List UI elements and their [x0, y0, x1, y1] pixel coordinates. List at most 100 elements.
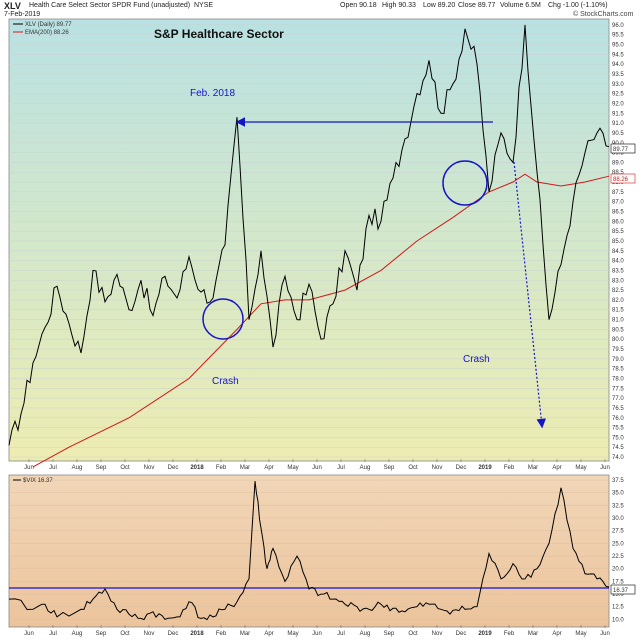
vix-panel-background: [8, 474, 610, 628]
month-label: May: [287, 465, 298, 471]
month-label: Apr: [264, 631, 273, 637]
price-tick-label: 93.5: [612, 72, 624, 78]
month-label: Jun: [24, 465, 34, 471]
header-fund-name: Health Care Select Sector SPDR Fund (una…: [29, 2, 191, 9]
month-label: Jun: [600, 465, 610, 471]
price-tick-label: 89.0: [612, 160, 624, 166]
price-tick-label: 92.0: [612, 101, 624, 107]
month-label: Feb: [504, 465, 515, 471]
month-label: Aug: [360, 631, 371, 637]
vix-legend: $VIX 16.37: [13, 478, 53, 484]
header-low: Low 89.20: [423, 2, 456, 9]
header-exchange: NYSE: [194, 2, 214, 9]
chart-title: S&P Healthcare Sector: [154, 27, 284, 41]
price-tick-label: 75.0: [612, 435, 624, 441]
vix-tick-label: 20.0: [612, 567, 624, 573]
annotation-crash-2018: Crash: [212, 376, 239, 387]
vix-gridlines: [9, 479, 609, 620]
month-label: Nov: [144, 631, 155, 637]
legend-xlv: XLV (Daily) 89.77: [25, 22, 72, 28]
annotation-feb-2018: Feb. 2018: [190, 88, 235, 99]
month-label: May: [287, 631, 298, 637]
month-label: May: [575, 631, 586, 637]
month-label: Dec: [456, 465, 467, 471]
month-label: 2018: [190, 631, 204, 637]
month-label: Oct: [120, 465, 130, 471]
ema-200-line: [32, 173, 610, 468]
price-tick-label: 89.5: [612, 151, 624, 157]
month-label: Oct: [408, 631, 418, 637]
price-tick-label: 92.5: [612, 92, 624, 98]
price-tick-label: 95.0: [612, 43, 624, 49]
price-tick-label: 84.0: [612, 259, 624, 265]
badge-ema: 88.26: [613, 177, 629, 183]
month-label: Sep: [384, 631, 395, 637]
month-label: Oct: [120, 631, 130, 637]
vix-axis: 10.0 12.5 15.0 17.5 20.0 22.5 25.0 27.5 30.0 32.5…: [612, 478, 624, 623]
month-label: Aug: [72, 631, 83, 637]
price-tick-label: 76.0: [612, 416, 624, 422]
header-ticker: XLV: [4, 1, 21, 11]
badge-vix: 16.37: [613, 588, 629, 594]
price-tick-label: 76.5: [612, 406, 624, 412]
vix-tick-label: 30.0: [612, 516, 624, 522]
legend-vix: $VIX 16.37: [23, 478, 53, 484]
month-label: Mar: [240, 465, 250, 471]
xlv-price-line: [8, 24, 610, 446]
price-tick-label: 81.0: [612, 318, 624, 324]
price-tick-label: 94.5: [612, 52, 624, 58]
vix-tick-label: 35.0: [612, 491, 624, 497]
month-label: May: [575, 465, 586, 471]
month-label: Jul: [337, 465, 345, 471]
price-tick-label: 88.5: [612, 170, 624, 176]
vix-last-badge: 16.37: [610, 584, 636, 595]
month-label: Sep: [384, 465, 395, 471]
price-tick-label: 79.5: [612, 347, 624, 353]
price-tick-label: 80.0: [612, 337, 624, 343]
price-tick-label: 86.5: [612, 210, 624, 216]
header-date: 7-Feb-2019: [4, 11, 41, 18]
month-label: Aug: [360, 465, 371, 471]
header-close: Close 89.77: [458, 2, 496, 9]
month-label: Mar: [528, 465, 538, 471]
price-tick-label: 74.5: [612, 445, 624, 451]
month-label: Feb: [216, 631, 227, 637]
price-tick-label: 80.5: [612, 327, 624, 333]
price-tick-label: 74.0: [612, 455, 624, 461]
price-tick-label: 87.0: [612, 200, 624, 206]
price-tick-label: 81.5: [612, 308, 624, 314]
crash-circle-2018: [202, 298, 244, 340]
price-tick-label: 94.0: [612, 62, 624, 68]
month-label: Jun: [24, 631, 34, 637]
header-change: Chg -1.00 (-1.10%): [548, 2, 608, 9]
vix-tick-label: 37.5: [612, 478, 624, 484]
month-label: Dec: [168, 631, 179, 637]
badge-xlv: 89.77: [613, 147, 629, 153]
month-label: Nov: [432, 631, 443, 637]
vix-tick-label: 27.5: [612, 529, 624, 535]
month-label: 2018: [190, 465, 204, 471]
price-month-axis: Jun Jul Aug Sep Oct Nov Dec 2018 Feb Mar Apr May Jun…: [24, 459, 610, 471]
month-label: Nov: [432, 465, 443, 471]
vix-tick-label: 10.0: [612, 617, 624, 623]
vix-line: [8, 481, 610, 621]
price-tick-label: 77.0: [612, 396, 624, 402]
legend-ema: EMA(200) 88.26: [25, 30, 69, 36]
month-label: Jun: [600, 631, 610, 637]
month-label: Apr: [552, 465, 561, 471]
month-label: Nov: [144, 465, 155, 471]
month-label: Mar: [528, 631, 538, 637]
header-open: Open 90.18: [340, 2, 377, 9]
month-label: Mar: [240, 631, 250, 637]
month-label: Feb: [216, 465, 227, 471]
month-label: Apr: [264, 465, 273, 471]
month-label: Sep: [96, 465, 107, 471]
crash-circle-2019: [442, 160, 488, 206]
price-tick-label: 82.0: [612, 298, 624, 304]
vix-month-axis: Jun Jul Aug Sep Oct Nov Dec 2018 Feb Mar Apr May Jun…: [24, 625, 610, 637]
price-tick-label: 83.5: [612, 268, 624, 274]
month-label: Dec: [168, 465, 179, 471]
header-watermark: © StockCharts.com: [573, 11, 634, 18]
month-label: Jul: [337, 631, 345, 637]
